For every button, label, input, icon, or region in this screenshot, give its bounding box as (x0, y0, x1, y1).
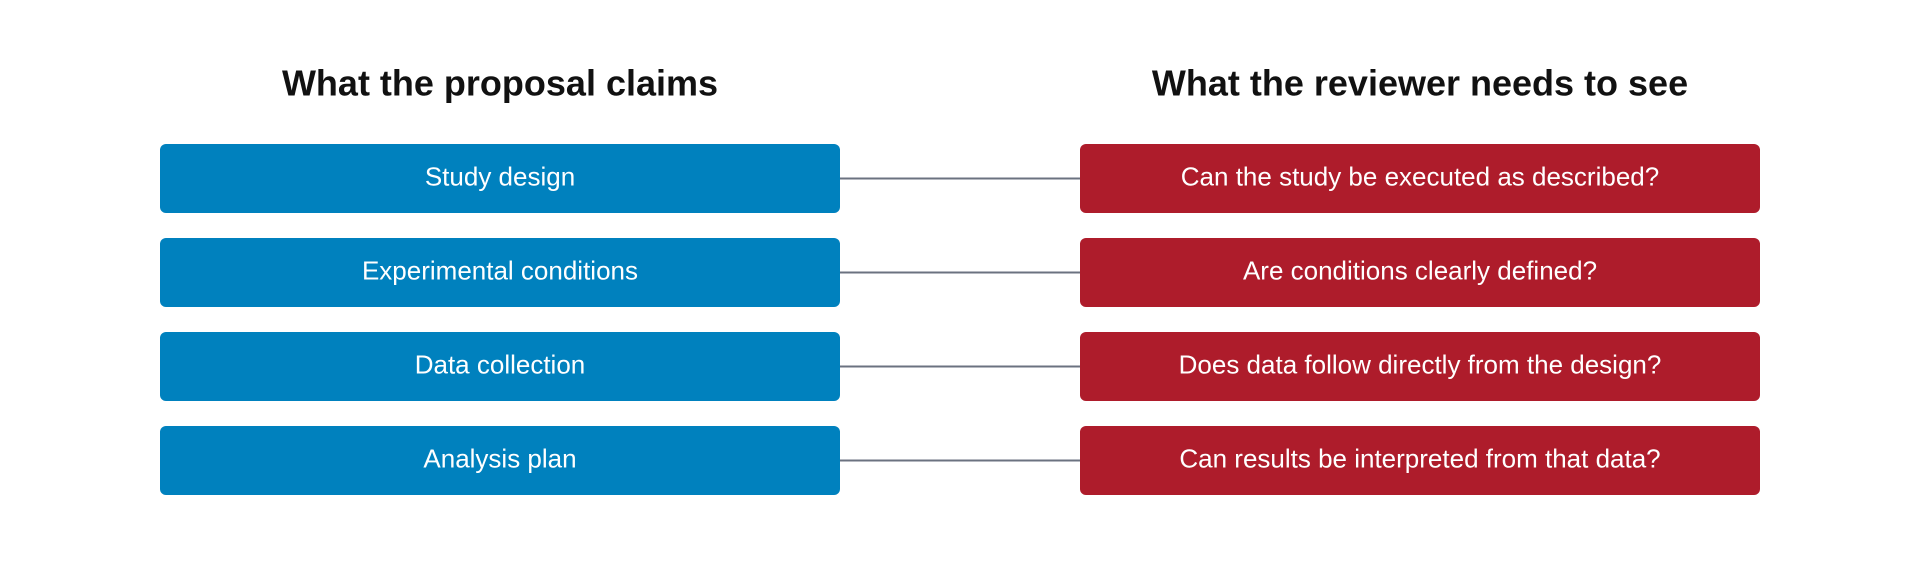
claim-box (160, 332, 840, 401)
claim-label: Study design (425, 161, 575, 191)
claim-box (160, 426, 840, 495)
review-label: Can the study be executed as described? (1181, 161, 1659, 191)
review-label: Can results be interpreted from that dat… (1179, 443, 1660, 473)
claim-label: Data collection (415, 349, 586, 379)
right-heading: What the reviewer needs to see (1152, 63, 1688, 104)
claim-label: Experimental conditions (362, 255, 638, 285)
review-label: Are conditions clearly defined? (1243, 255, 1597, 285)
claim-label: Analysis plan (423, 443, 576, 473)
review-box (1080, 426, 1760, 495)
review-box (1080, 332, 1760, 401)
claim-box (160, 238, 840, 307)
claim-box (160, 144, 840, 213)
review-box (1080, 144, 1760, 213)
rows: Study design Can the study be executed as… (160, 144, 1760, 495)
review-box (1080, 238, 1760, 307)
review-label: Does data follow directly from the desig… (1179, 349, 1662, 379)
left-heading: What the proposal claims (282, 63, 718, 104)
